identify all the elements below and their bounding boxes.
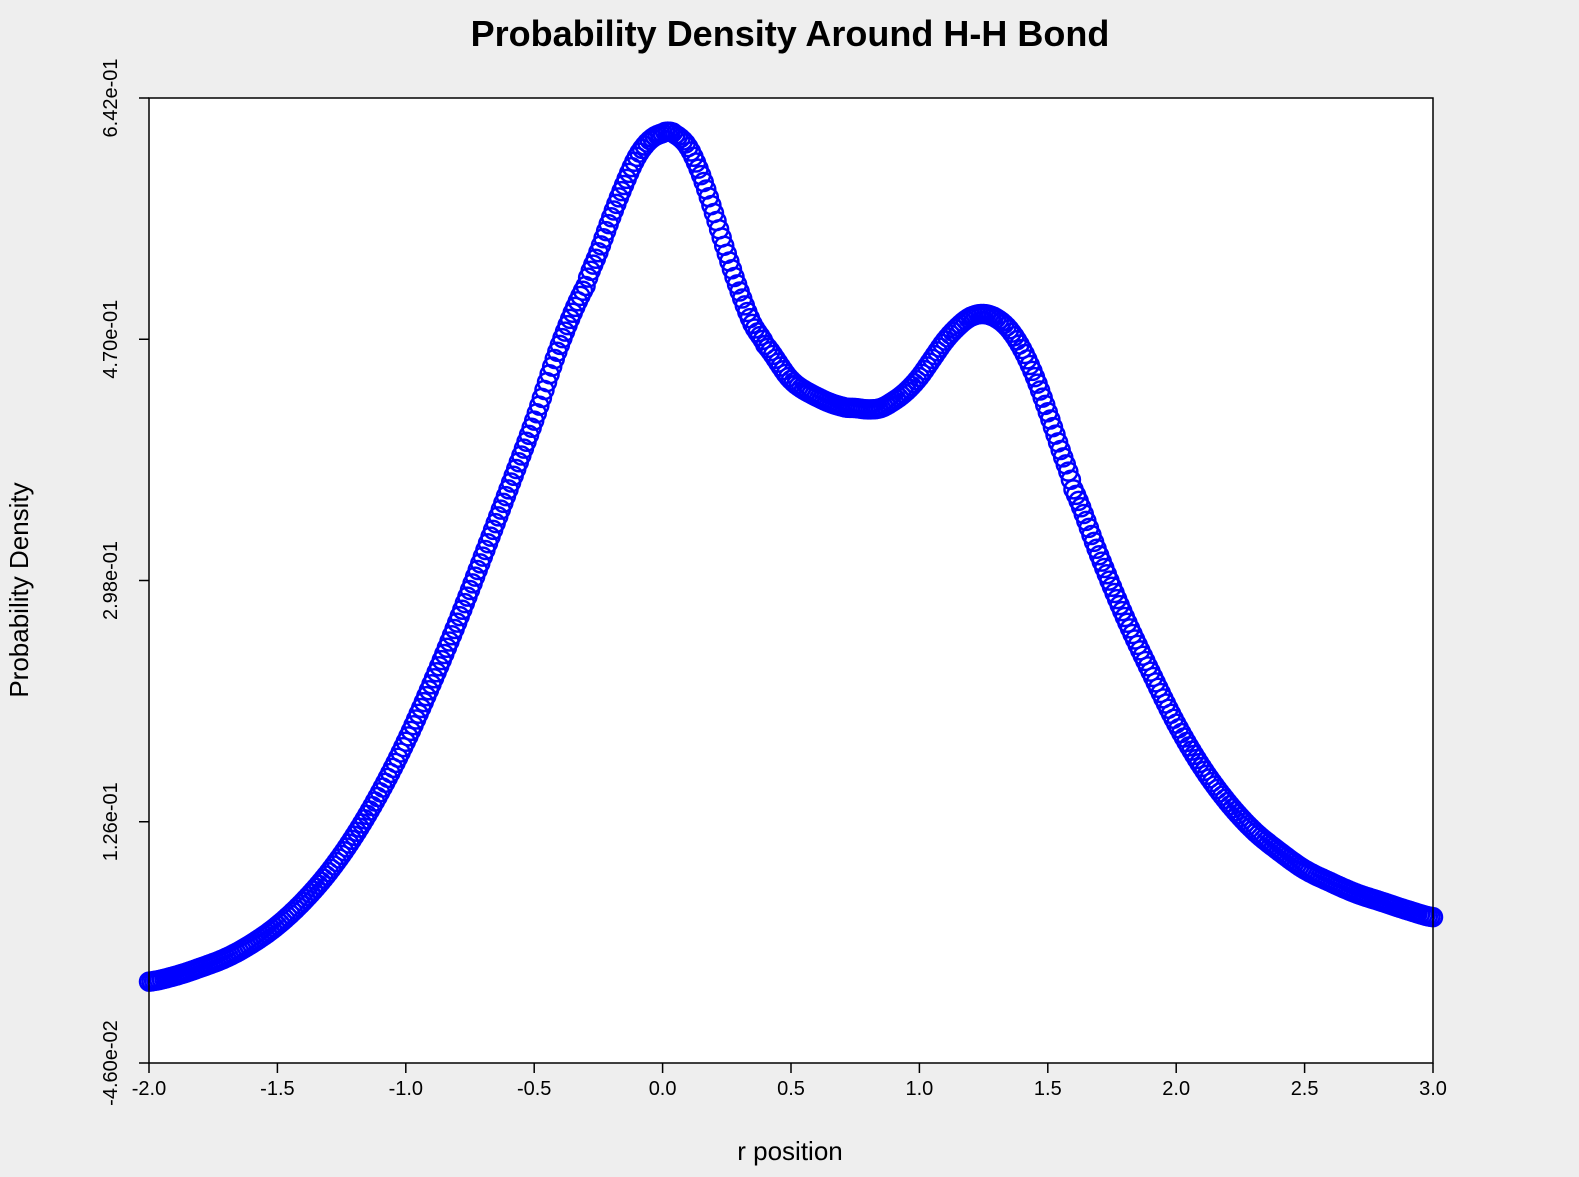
x-axis-title: r position — [737, 1136, 843, 1166]
y-axis-title: Probability Density — [4, 482, 34, 697]
plot-background — [149, 98, 1433, 1063]
y-axis: -4.60e-02 1.26e-01 2.98e-01 4.70e-01 6.42e-0… — [100, 59, 149, 1106]
x-tick-label: -1.0 — [389, 1078, 423, 1100]
x-tick-label: 2.0 — [1162, 1078, 1190, 1100]
x-tick-label: -0.5 — [517, 1078, 551, 1100]
x-tick-label: -1.5 — [260, 1078, 294, 1100]
x-tick-label: 3.0 — [1419, 1078, 1447, 1100]
y-tick-label: 6.42e-01 — [100, 59, 122, 138]
y-tick-label: 2.98e-01 — [100, 541, 122, 620]
y-tick-label: 1.26e-01 — [100, 782, 122, 861]
x-axis: -2.0 -1.5 -1.0 -0.5 0.0 0.5 1.0 1.5 2.0 2.5 3.0 — [132, 1063, 1447, 1100]
x-tick-label: 0.5 — [777, 1078, 805, 1100]
y-tick-label: -4.60e-02 — [100, 1020, 122, 1106]
chart-title: Probability Density Around H-H Bond — [471, 13, 1110, 54]
y-tick-label: 4.70e-01 — [100, 300, 122, 379]
x-tick-label: 0.0 — [649, 1078, 677, 1100]
x-tick-label: -2.0 — [132, 1078, 166, 1100]
x-tick-label: 1.5 — [1034, 1078, 1062, 1100]
x-tick-label: 2.5 — [1291, 1078, 1319, 1100]
data-points — [138, 121, 1444, 992]
x-tick-label: 1.0 — [905, 1078, 933, 1100]
